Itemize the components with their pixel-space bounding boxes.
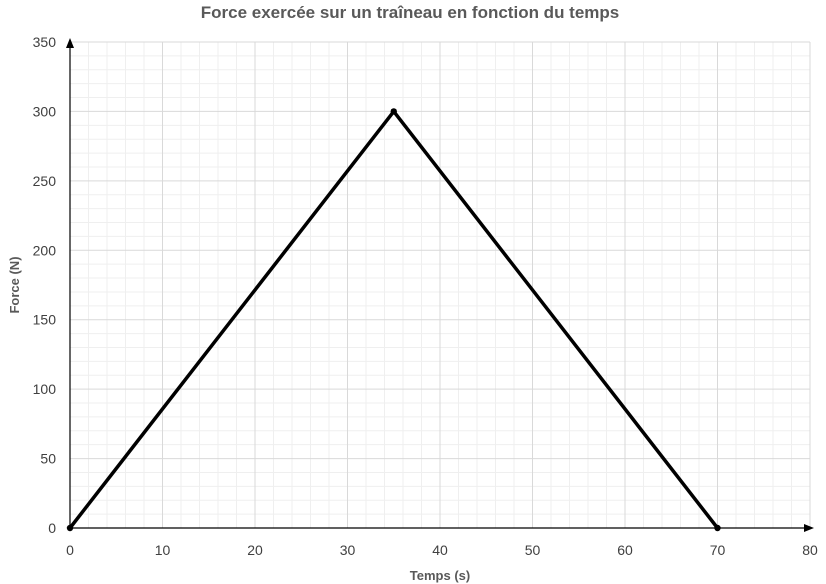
x-tick-label: 10: [155, 542, 171, 558]
x-axis-arrowhead: [804, 524, 814, 532]
y-tick-label: 150: [33, 312, 57, 328]
data-point: [66, 524, 74, 532]
y-axis-label: Force (N): [7, 256, 22, 313]
x-tick-label: 30: [340, 542, 356, 558]
y-tick-label: 100: [33, 381, 57, 397]
x-axis-label: Temps (s): [410, 568, 470, 583]
chart-title: Force exercée sur un traîneau en fonctio…: [201, 3, 620, 22]
y-tick-labels: 0 50 100 150 200 250 300 350: [33, 34, 57, 536]
data-point: [390, 108, 397, 115]
x-tick-label: 80: [802, 542, 818, 558]
x-tick-label: 70: [710, 542, 726, 558]
x-tick-label: 60: [617, 542, 633, 558]
y-axis-arrowhead: [66, 38, 74, 48]
y-tick-label: 300: [33, 103, 57, 119]
axes: [66, 38, 814, 532]
y-tick-label: 0: [48, 520, 56, 536]
x-tick-label: 0: [66, 542, 74, 558]
series-layer: [66, 108, 721, 532]
x-tick-label: 20: [247, 542, 263, 558]
data-point: [714, 524, 721, 532]
y-tick-label: 50: [40, 451, 56, 467]
y-tick-label: 250: [33, 173, 57, 189]
x-tick-label: 40: [432, 542, 448, 558]
x-tick-label: 50: [525, 542, 541, 558]
major-gridlines: [70, 41, 811, 528]
y-tick-label: 200: [33, 242, 57, 258]
y-tick-label: 350: [33, 34, 57, 50]
x-tick-labels: 0 10 20 30 40 50 60 70 80: [66, 542, 818, 558]
